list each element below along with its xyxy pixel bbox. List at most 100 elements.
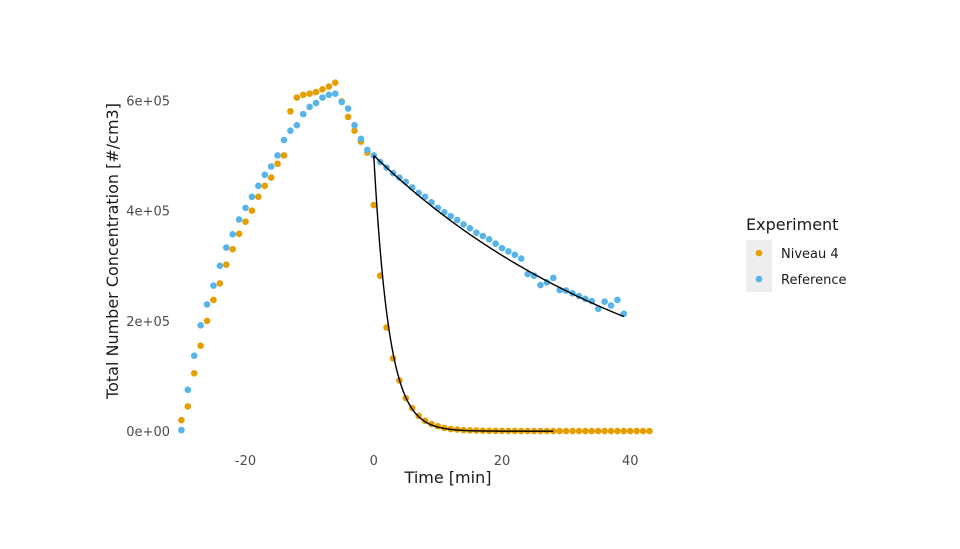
fit-line-reference — [373, 154, 625, 318]
data-point-niveau-4 — [235, 230, 243, 238]
data-point-niveau-4 — [299, 91, 307, 99]
data-point-reference — [280, 136, 288, 144]
data-point-reference — [421, 193, 429, 201]
x-tick-label: 20 — [494, 454, 511, 469]
data-point-reference — [203, 301, 211, 308]
data-point-reference — [492, 240, 499, 248]
data-point-niveau-4 — [197, 342, 204, 350]
fit-line-niveau-4 — [373, 155, 554, 432]
legend-items: Niveau 4 Reference — [746, 240, 846, 292]
data-point-reference — [274, 152, 281, 159]
y-axis-ticks: 0e+00 2e+05 4e+05 6e+05 — [126, 94, 170, 440]
data-point-niveau-4 — [646, 427, 653, 435]
data-point-reference — [466, 224, 474, 232]
data-point-reference — [453, 216, 461, 224]
data-point-niveau-4 — [633, 427, 640, 435]
data-point-reference — [517, 255, 525, 262]
data-point-reference — [178, 426, 185, 434]
data-point-niveau-4 — [306, 90, 313, 98]
data-point-reference — [505, 248, 512, 255]
data-point-niveau-4 — [601, 427, 608, 435]
y-tick-label: 0e+00 — [126, 425, 170, 440]
data-point-reference — [216, 262, 224, 270]
data-point-niveau-4 — [331, 79, 339, 86]
data-point-reference — [325, 91, 333, 99]
fit-lines — [373, 154, 625, 432]
data-point-reference — [293, 121, 301, 129]
data-point-reference — [190, 352, 198, 359]
data-point-niveau-4 — [620, 427, 628, 435]
data-point-niveau-4 — [370, 201, 378, 209]
data-point-reference — [248, 193, 256, 201]
data-point-niveau-4 — [639, 427, 647, 435]
data-point-niveau-4 — [614, 427, 621, 435]
y-axis-title: Total Number Concentration [#/cm3] — [103, 103, 122, 400]
data-point-niveau-4 — [229, 245, 237, 253]
data-point-reference — [319, 94, 326, 101]
data-point-niveau-4 — [626, 427, 634, 435]
y-tick-label: 2e+05 — [126, 315, 170, 330]
data-point-reference — [312, 99, 320, 107]
data-point-niveau-4 — [255, 193, 262, 201]
data-point-reference — [396, 174, 403, 181]
data-point-niveau-4 — [274, 160, 281, 168]
x-axis-title: Time [min] — [404, 468, 492, 487]
y-tick-label: 6e+05 — [126, 94, 170, 109]
data-point-reference — [601, 298, 608, 305]
data-point-reference — [242, 204, 249, 212]
data-point-niveau-4 — [280, 152, 288, 159]
data-point-niveau-4 — [178, 416, 185, 424]
data-point-reference — [235, 216, 243, 223]
data-point-niveau-4 — [203, 317, 211, 325]
data-point-niveau-4 — [190, 370, 198, 377]
data-point-reference — [473, 229, 480, 236]
data-point-reference — [447, 212, 455, 220]
legend-label-reference: Reference — [781, 273, 846, 288]
data-point-niveau-4 — [267, 174, 275, 181]
data-point-reference — [344, 105, 352, 112]
data-point-reference — [537, 281, 544, 289]
data-point-niveau-4 — [216, 280, 224, 287]
x-axis-ticks: -20 0 20 40 — [235, 454, 639, 469]
data-point-niveau-4 — [607, 427, 615, 435]
y-tick-label: 4e+05 — [126, 205, 170, 220]
data-point-niveau-4 — [184, 403, 192, 410]
data-point-reference — [498, 244, 506, 252]
x-tick-label: -20 — [235, 454, 256, 469]
x-tick-label: 0 — [370, 454, 378, 469]
x-tick-label: 40 — [622, 454, 639, 469]
data-point-niveau-4 — [351, 127, 358, 134]
data-point-reference — [351, 121, 358, 129]
data-point-reference — [614, 296, 621, 304]
data-point-reference — [267, 163, 275, 170]
data-point-reference — [364, 146, 371, 154]
data-point-niveau-4 — [582, 427, 589, 435]
data-point-niveau-4 — [293, 94, 301, 101]
data-point-niveau-4 — [594, 427, 602, 435]
data-point-reference — [222, 244, 230, 251]
data-point-niveau-4 — [261, 182, 269, 190]
data-point-niveau-4 — [588, 427, 596, 435]
data-point-reference — [210, 282, 217, 289]
data-point-niveau-4 — [312, 88, 320, 96]
data-point-niveau-4 — [556, 427, 564, 435]
data-point-reference — [607, 302, 615, 309]
data-point-reference — [306, 103, 313, 111]
data-point-niveau-4 — [248, 207, 256, 214]
data-point-reference — [299, 110, 307, 118]
data-point-niveau-4 — [242, 218, 249, 225]
data-point-reference — [511, 251, 519, 259]
data-point-reference — [357, 135, 365, 143]
data-point-reference — [255, 182, 262, 190]
data-point-reference — [485, 236, 493, 243]
legend-marker-niveau-4 — [755, 249, 763, 257]
data-point-niveau-4 — [569, 427, 576, 435]
data-point-niveau-4 — [325, 83, 333, 90]
data-point-reference — [287, 127, 294, 134]
legend: Experiment Niveau 4 Reference — [746, 215, 846, 292]
data-point-reference — [184, 386, 192, 394]
data-point-reference — [197, 322, 204, 329]
data-point-niveau-4 — [549, 427, 557, 435]
